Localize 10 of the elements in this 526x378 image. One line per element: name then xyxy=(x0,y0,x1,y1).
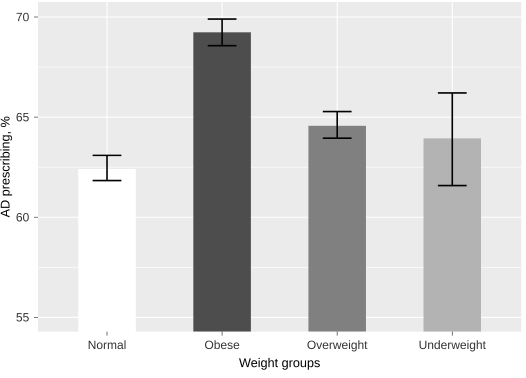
x-axis-title: Weight groups xyxy=(239,358,320,370)
y-tick-label: 65 xyxy=(16,112,29,122)
y-tick-label: 55 xyxy=(16,313,29,322)
y-axis-title: AD prescribing, % xyxy=(0,116,12,218)
x-tick-label: Obese xyxy=(205,340,240,349)
x-tick-label: Overweight xyxy=(307,340,368,352)
y-tick-label: 60 xyxy=(16,212,29,222)
y-tick-label: 70 xyxy=(16,12,29,22)
x-tick-label: Normal xyxy=(88,340,126,349)
x-tick-label: Underweight xyxy=(420,340,486,352)
